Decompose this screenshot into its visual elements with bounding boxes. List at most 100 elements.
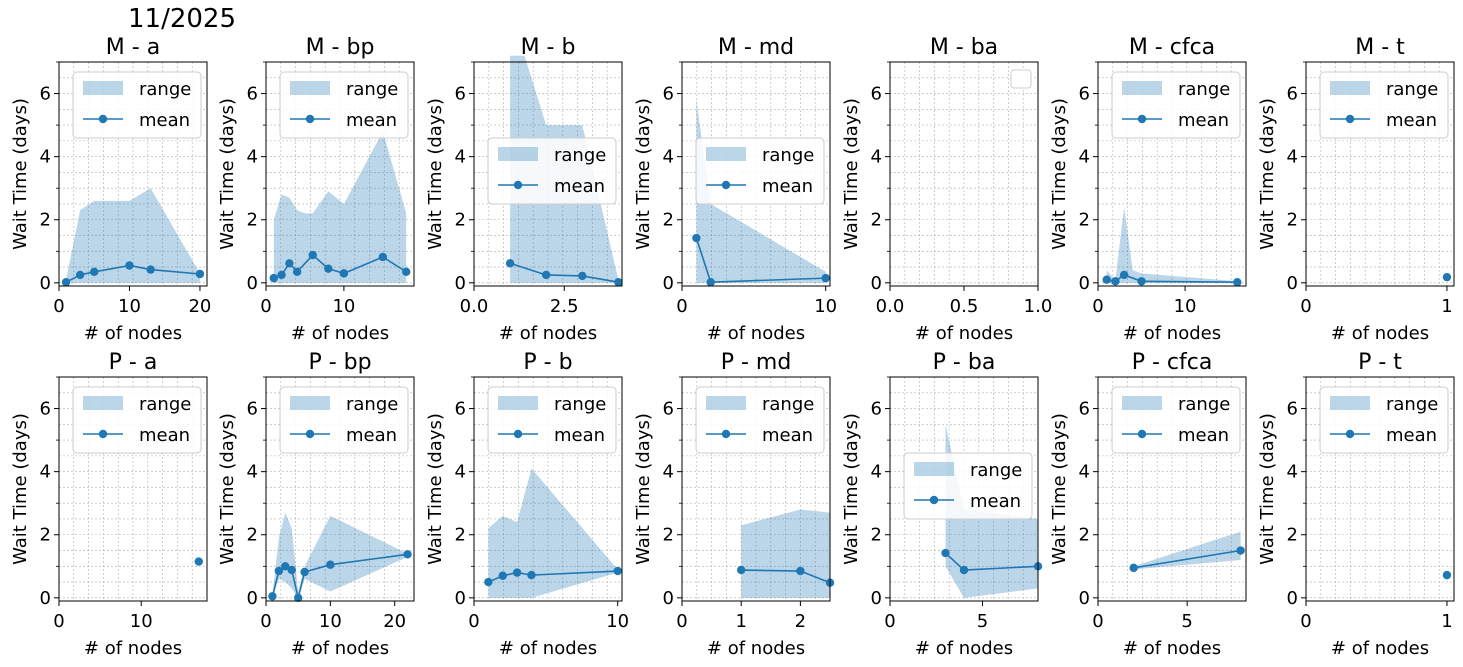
mean-point — [268, 592, 277, 601]
y-tick-label: 2 — [663, 525, 674, 546]
legend: range mean — [279, 386, 409, 454]
mean-point — [308, 250, 317, 260]
y-tick-label: 0 — [247, 588, 258, 609]
x-axis-label: # of nodes — [84, 323, 182, 344]
x-axis-label: # of nodes — [499, 323, 597, 344]
x-tick-label: 10 — [814, 296, 837, 317]
legend-mean-marker — [1345, 429, 1355, 439]
y-tick-label: 4 — [40, 147, 51, 168]
axes-frame — [473, 61, 623, 287]
legend: range mean — [903, 452, 1033, 520]
mean-point — [326, 560, 335, 569]
range-area — [1133, 531, 1241, 570]
legend-label: range — [762, 145, 814, 166]
axes-frame — [681, 376, 831, 602]
legend-mean-marker — [721, 429, 731, 439]
subplot-title: P - md — [721, 350, 792, 375]
axes-frame — [1097, 376, 1247, 602]
legend-label: mean — [762, 425, 813, 446]
mean-point — [821, 273, 830, 283]
y-tick-label: 4 — [871, 462, 882, 483]
legend-label: range — [1178, 79, 1230, 100]
y-tick-label: 2 — [1287, 525, 1298, 546]
subplot-9: 0 2 4 6 0 10 20 P - bp # of nodes Wait Time (days… — [217, 350, 415, 659]
y-axis-label: Wait Time (days) — [217, 413, 238, 565]
mean-point — [339, 269, 349, 278]
range-area — [945, 424, 1038, 598]
x-tick-label: 1.0 — [1024, 296, 1053, 317]
mean-point — [402, 267, 411, 277]
mean-point — [146, 265, 155, 274]
subplot-4: 0 2 4 6 0 10 M - md # of nodes Wait Time (days) r… — [633, 35, 837, 344]
y-tick-label: 6 — [247, 399, 258, 420]
x-tick-label: 2.5 — [550, 296, 579, 317]
legend-mean-marker — [721, 180, 731, 190]
subplot-7: 0 2 4 6 0 1 M - t # of nodes Wait Time (days) ran… — [1257, 35, 1455, 344]
y-tick-label: 6 — [247, 84, 258, 105]
legend-range-swatch — [706, 147, 746, 161]
y-axis-label: Wait Time (days) — [425, 413, 446, 565]
x-tick-label: 10 — [118, 296, 141, 317]
subplot-3: 0 2 4 6 0.0 2.5 M - b # of nodes Wait Time (days… — [425, 35, 623, 344]
y-tick-label: 2 — [455, 525, 466, 546]
subplot-11: 0 2 4 6 0 1 2 P - md # of nodes Wait Time (days) r… — [633, 350, 835, 659]
x-axis-label: # of nodes — [499, 638, 597, 659]
subplot-6: 0 2 4 6 0 10 M - cfca # of nodes Wait Time (days… — [1049, 35, 1247, 344]
y-tick-label: 2 — [1079, 210, 1090, 231]
subplot-8: 0 2 4 6 0 10 P - a # of nodes Wait Time (days) ra… — [10, 350, 208, 659]
y-tick-label: 4 — [455, 462, 466, 483]
range-area — [1106, 207, 1238, 283]
range-area — [741, 509, 830, 598]
mean-point — [1442, 570, 1452, 580]
range-area — [488, 468, 618, 598]
legend: range mean — [1111, 386, 1241, 454]
x-axis-label: # of nodes — [291, 323, 389, 344]
x-axis-label: # of nodes — [291, 638, 389, 659]
x-tick-label: 5 — [977, 611, 988, 632]
legend-range-swatch — [914, 462, 954, 476]
x-tick-label: 20 — [188, 296, 211, 317]
legend: range mean — [487, 386, 617, 454]
legend-box-empty — [1010, 69, 1032, 89]
x-tick-label: 10 — [319, 611, 342, 632]
legend-label: mean — [1178, 425, 1229, 446]
y-tick-label: 6 — [1079, 399, 1090, 420]
legend: range mean — [72, 71, 202, 139]
y-axis-label: Wait Time (days) — [217, 98, 238, 250]
y-axis-label: Wait Time (days) — [841, 98, 862, 250]
subplot-title: M - bp — [306, 35, 375, 60]
mean-point — [61, 278, 71, 287]
subplot-10: 0 2 4 6 0 10 P - b # of nodes Wait Time (days) ra… — [425, 350, 629, 659]
subplot-title: M - ba — [930, 35, 998, 60]
legend-label: range — [1386, 79, 1438, 100]
legend-mean-marker — [1137, 114, 1147, 124]
subplot-14: 0 2 4 6 0 1 P - t # of nodes Wait Time (days) ran… — [1257, 350, 1455, 659]
subplot-title: M - md — [718, 35, 794, 60]
mean-point — [274, 566, 284, 576]
mean-point — [614, 278, 623, 287]
x-tick-label: 0 — [1300, 296, 1311, 317]
x-tick-label: 0 — [260, 611, 271, 632]
subplot-title: P - a — [109, 350, 158, 375]
y-tick-label: 0 — [455, 588, 466, 609]
axes-frame — [473, 376, 623, 602]
y-tick-label: 2 — [1287, 210, 1298, 231]
legend-label: mean — [762, 176, 813, 197]
mean-point — [505, 259, 515, 268]
legend-label: range — [970, 460, 1022, 481]
mean-point — [403, 550, 412, 559]
x-axis-label: # of nodes — [707, 638, 805, 659]
axes-frame — [1305, 61, 1455, 287]
mean-line — [509, 262, 619, 284]
figure-title: 11/2025 — [128, 4, 237, 34]
y-axis-label: Wait Time (days) — [1049, 98, 1070, 250]
x-axis-label: # of nodes — [1331, 638, 1429, 659]
y-tick-label: 4 — [1287, 147, 1298, 168]
mean-point — [1137, 277, 1146, 286]
x-tick-label: 10 — [332, 296, 355, 317]
y-tick-label: 0 — [1079, 588, 1090, 609]
legend: range mean — [487, 137, 617, 205]
y-tick-label: 6 — [663, 84, 674, 105]
y-tick-label: 4 — [455, 147, 466, 168]
mean-point — [125, 261, 134, 270]
